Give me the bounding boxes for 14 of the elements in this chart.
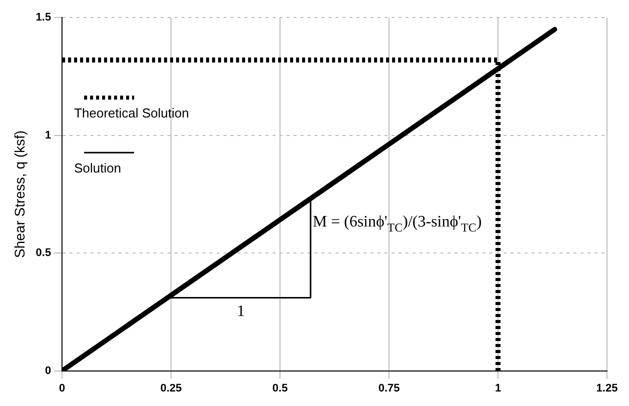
annotation: 1 [236,303,245,320]
y-tick-label: 0 [44,364,52,377]
x-tick-label: 0 [59,382,66,394]
legend-label: Theoretical Solution [74,106,189,121]
y-axis-title: Shear Stress, q (ksf) [11,130,28,258]
x-tick-label: 1 [494,382,502,394]
x-tick-label: 1.25 [596,382,618,394]
legend-label: Solution [74,160,122,176]
y-tick-label: 1.5 [36,12,52,24]
x-tick-label: 0.5 [272,382,288,394]
y-tick-label: 0.5 [36,247,52,260]
x-tick-label: 0.75 [378,382,400,394]
x-tick-label: 0.25 [160,382,182,394]
y-tick-label: 1 [44,129,52,142]
